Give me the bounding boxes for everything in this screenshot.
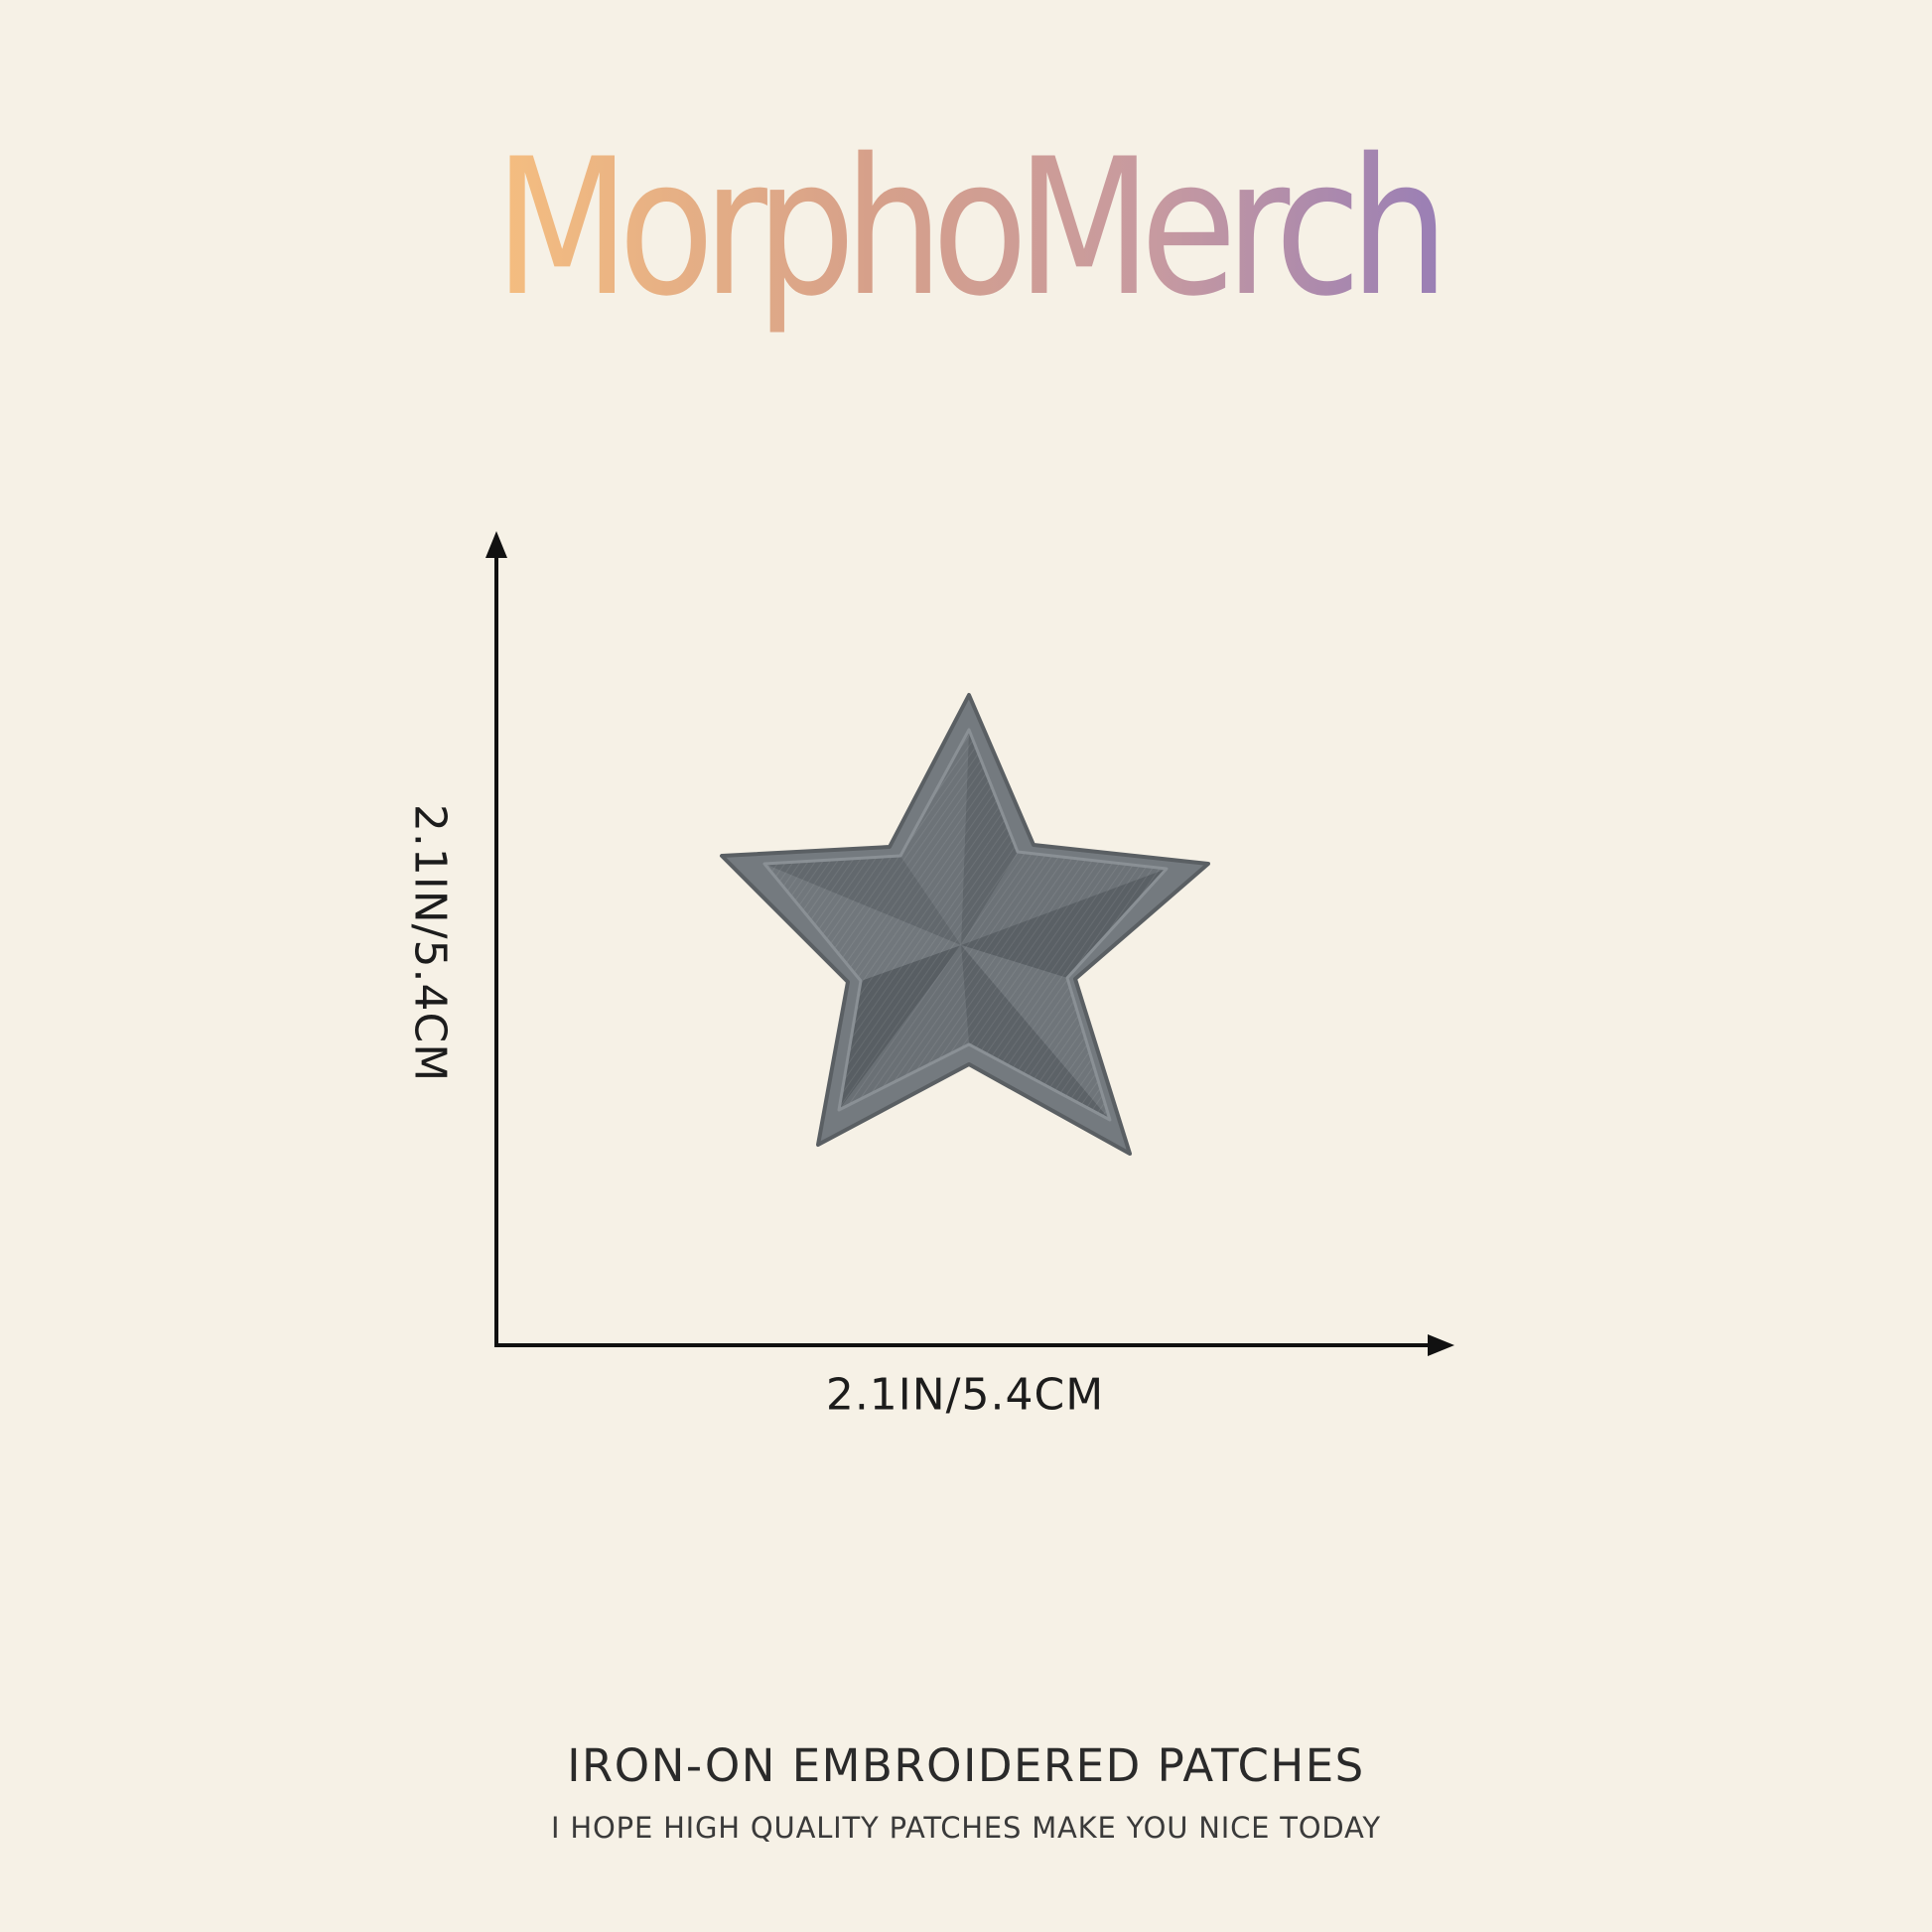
height-arrowhead-icon — [485, 531, 507, 558]
width-arrowhead-icon — [1428, 1334, 1454, 1356]
product-tagline: I HOPE HIGH QUALITY PATCHES MAKE YOU NIC… — [551, 1811, 1381, 1845]
star-patch-icon — [720, 693, 1210, 1156]
height-dimension-label: 2.1IN/5.4CM — [404, 803, 456, 1083]
width-dimension-label: 2.1IN/5.4CM — [825, 1369, 1105, 1421]
brand-name: MorphoMerch — [494, 118, 1438, 338]
brand-logo: MorphoMerch — [0, 114, 1932, 352]
product-title: IRON-ON EMBROIDERED PATCHES — [567, 1739, 1365, 1792]
